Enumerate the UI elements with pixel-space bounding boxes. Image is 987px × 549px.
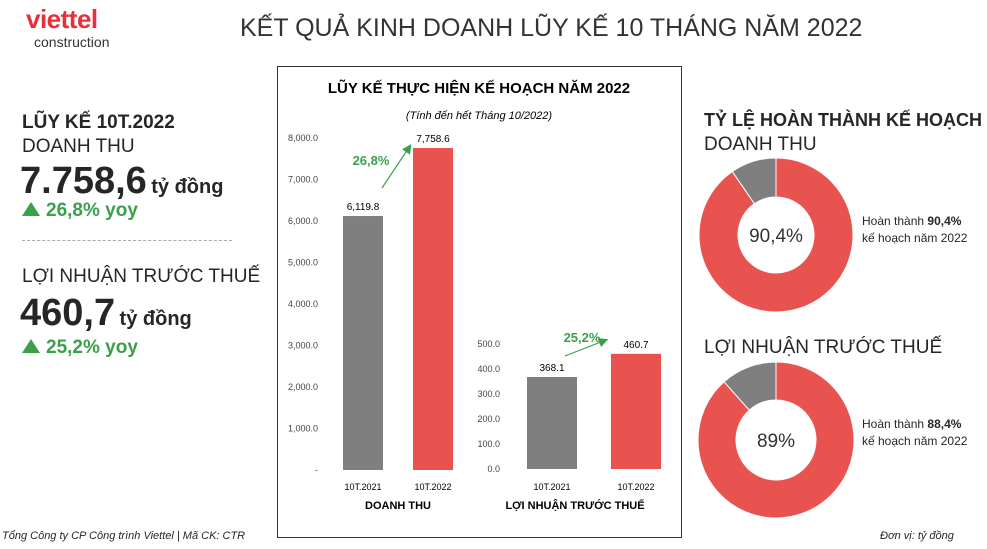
footer: Tổng Công ty CP Công trình Viettel | Mã …: [2, 530, 246, 542]
page-title: KẾT QUẢ KINH DOANH LŨY KẾ 10 THÁNG NĂM 2…: [240, 14, 863, 42]
bar: [527, 376, 577, 469]
donut-slice: [723, 361, 777, 411]
y-tick-label: 0.0: [487, 464, 500, 474]
bar: [611, 353, 661, 469]
y-tick-label: 8,000.0: [288, 133, 318, 143]
kpi-value: 460,7: [20, 292, 116, 334]
center-label: 90,4%: [749, 226, 803, 247]
note-text: kế hoạch năm 2022: [862, 434, 968, 448]
yoy-text: 25,2% yoy: [46, 337, 138, 358]
annotation: 25,2%: [564, 330, 601, 345]
arrow: [381, 144, 412, 189]
bar: [343, 216, 383, 470]
kpi-unit: tỷ đồng: [151, 176, 224, 198]
panel-subtitle: (Tính đến hết Tháng 10/2022): [406, 110, 552, 122]
y-tick-label: 500.0: [477, 339, 500, 349]
x-axis-label: LỢI NHUẬN TRƯỚC THUẾ: [505, 499, 644, 512]
donut-slice: [698, 157, 854, 313]
kpi-value: 7.758,6: [20, 160, 147, 202]
donut-note: Hoàn thành 90,4% kế hoạch năm 2022: [862, 213, 967, 247]
panel-title: LŨY KẾ THỰC HIỆN KẾ HOẠCH NĂM 2022: [328, 79, 630, 97]
yoy: 25,2% yoy: [22, 337, 138, 359]
kpi-label: LỢI NHUẬN TRƯỚC THUẾ: [22, 266, 261, 287]
y-tick-label: 4,000.0: [288, 299, 318, 309]
donut-title: LỢI NHUẬN TRƯỚC THUẾ: [704, 337, 943, 358]
y-tick-label: 200.0: [477, 414, 500, 424]
note-text: Hoàn thành: [862, 417, 925, 431]
x-axis-label: DOANH THU: [365, 500, 431, 512]
divider: [22, 240, 232, 241]
y-tick-label: 3,000.0: [288, 341, 318, 351]
donut-slice: [731, 157, 777, 205]
kpi-unit: tỷ đồng: [119, 308, 192, 330]
center-label: 89%: [757, 431, 795, 452]
x-tick-label: 10T.2022: [617, 482, 654, 492]
y-tick-label: 7,000.0: [288, 175, 318, 185]
donut-note: Hoàn thành 88,4% kế hoạch năm 2022: [862, 416, 967, 450]
logo: viettel: [26, 4, 98, 34]
yoy: 26,8% yoy: [22, 200, 138, 222]
x-tick-label: 10T.2021: [533, 482, 570, 492]
yoy-text: 26,8% yoy: [46, 200, 138, 221]
annotation: 26,8%: [353, 153, 390, 168]
note-value: 88,4%: [927, 417, 962, 431]
y-tick-label: 300.0: [477, 389, 500, 399]
y-tick-label: 1,000.0: [288, 424, 318, 434]
value-label: 368.1: [539, 363, 564, 374]
kpi-label: DOANH THU: [22, 136, 135, 157]
panel: [277, 66, 682, 538]
y-tick-label: 2,000.0: [288, 382, 318, 392]
donut-title: DOANH THU: [704, 134, 817, 155]
y-tick-label: 6,000.0: [288, 216, 318, 226]
bar: [413, 148, 453, 470]
value-label: 7,758.6: [416, 134, 450, 145]
logo-sub: construction: [34, 34, 110, 50]
kpi: 460,7 tỷ đồng: [20, 292, 192, 335]
value-label: 6,119.8: [347, 202, 380, 213]
y-tick-label: 100.0: [477, 439, 500, 449]
y-tick-label: 400.0: [477, 364, 500, 374]
y-tick-label: 5,000.0: [288, 258, 318, 268]
period: LŨY KẾ 10T.2022: [22, 112, 175, 133]
right-title: TỶ LỆ HOÀN THÀNH KẾ HOẠCH: [704, 110, 982, 130]
footer-unit: Đơn vị: tỷ đồng: [880, 530, 954, 542]
arrow: [564, 338, 609, 357]
x-tick-label: 10T.2021: [344, 482, 381, 492]
x-tick-label: 10T.2022: [414, 482, 451, 492]
kpi: 7.758,6 tỷ đồng: [20, 160, 223, 203]
value-label: 460.7: [623, 340, 648, 351]
note-value: 90,4%: [927, 214, 962, 228]
y-tick-label: -: [315, 465, 318, 475]
note-text: kế hoạch năm 2022: [862, 231, 968, 245]
donut-slice: [697, 361, 855, 519]
note-text: Hoàn thành: [862, 214, 925, 228]
